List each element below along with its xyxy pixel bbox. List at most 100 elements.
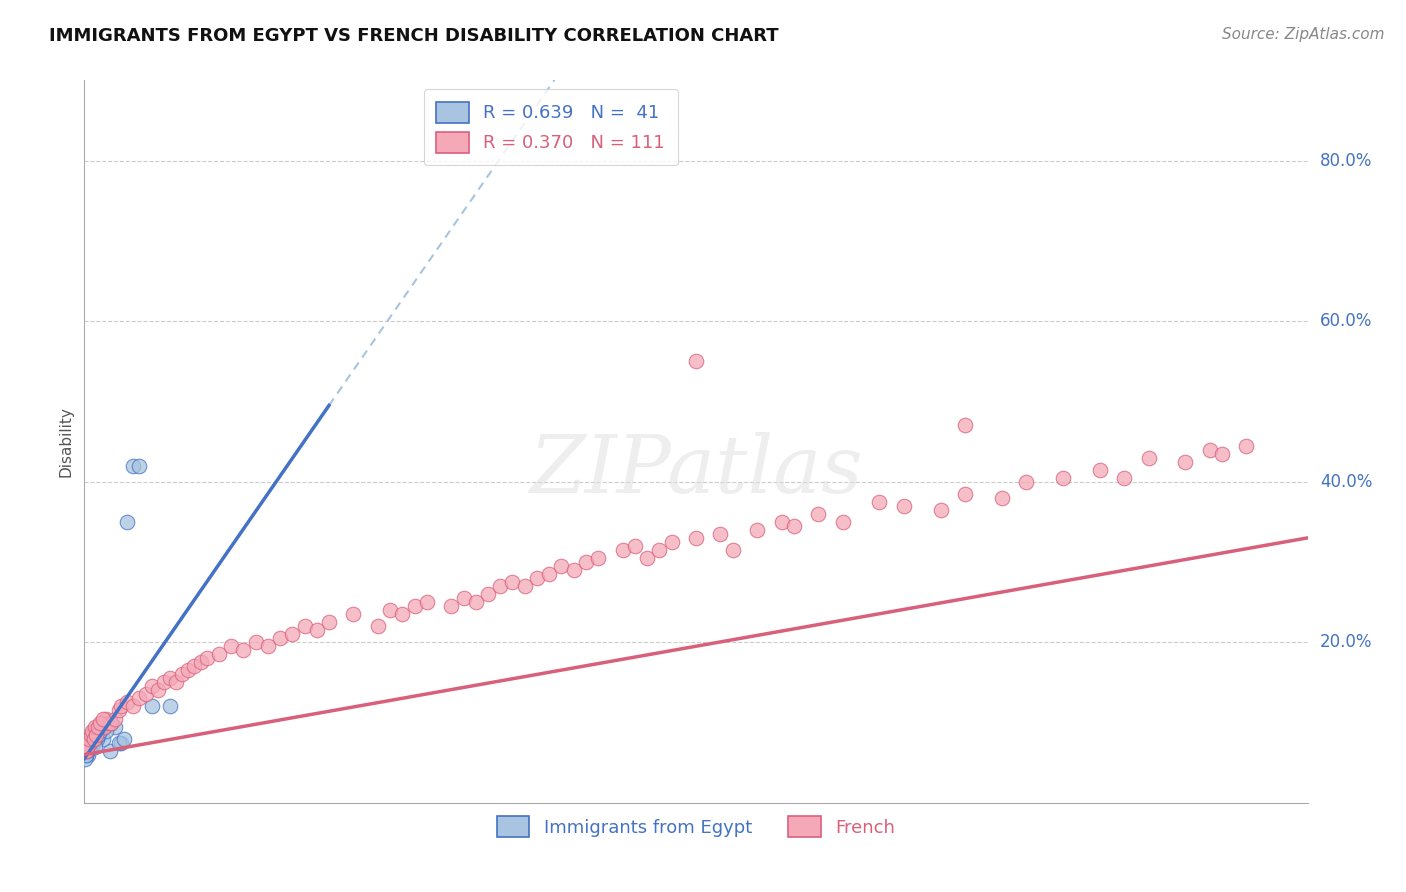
Point [104, 719, 127, 733]
Point [661, 534, 683, 549]
Text: 20.0%: 20.0% [1320, 633, 1372, 651]
Point [90, 719, 112, 733]
Point [75, 744, 97, 758]
Point [648, 542, 671, 557]
Point [91, 712, 114, 726]
Point [128, 458, 150, 473]
Point [245, 635, 267, 649]
Point [79, 735, 101, 749]
Point [77, 735, 100, 749]
Point [76, 744, 98, 758]
Point [83, 723, 105, 738]
Point [80, 735, 103, 749]
Point [82, 723, 104, 738]
Point [440, 599, 463, 614]
Point [110, 699, 132, 714]
Point [135, 687, 157, 701]
Y-axis label: Disability: Disability [58, 406, 73, 477]
Point [76, 739, 98, 754]
Point [107, 735, 129, 749]
Point [87, 728, 110, 742]
Point [89, 723, 111, 738]
Point [526, 571, 548, 585]
Point [1114, 470, 1136, 484]
Point [177, 664, 200, 678]
Point [76, 739, 98, 754]
Point [77, 735, 100, 749]
Point [869, 494, 891, 508]
Point [82, 731, 104, 746]
Point [747, 523, 769, 537]
Point [100, 715, 122, 730]
Point [929, 502, 952, 516]
Point [513, 579, 536, 593]
Point [86, 731, 108, 746]
Point [83, 719, 105, 733]
Point [269, 632, 291, 646]
Legend: Immigrants from Egypt, French: Immigrants from Egypt, French [489, 809, 903, 845]
Point [257, 639, 280, 653]
Point [90, 715, 112, 730]
Point [83, 728, 105, 742]
Point [107, 703, 129, 717]
Point [91, 731, 114, 746]
Point [195, 651, 218, 665]
Point [75, 744, 97, 758]
Point [75, 747, 97, 762]
Point [502, 574, 524, 589]
Point [183, 659, 205, 673]
Point [75, 747, 97, 762]
Point [1052, 470, 1074, 484]
Point [721, 542, 744, 557]
Point [575, 555, 598, 569]
Point [416, 595, 439, 609]
Point [122, 699, 145, 714]
Point [294, 619, 316, 633]
Point [612, 542, 634, 557]
Point [77, 731, 100, 746]
Point [76, 744, 98, 758]
Point [489, 579, 512, 593]
Point [83, 739, 105, 754]
Point [96, 712, 118, 726]
Point [128, 691, 150, 706]
Point [80, 728, 103, 742]
Text: 40.0%: 40.0% [1320, 473, 1372, 491]
Point [172, 667, 194, 681]
Point [79, 739, 101, 754]
Point [104, 712, 127, 726]
Point [709, 526, 731, 541]
Point [770, 515, 793, 529]
Point [112, 731, 135, 746]
Point [991, 491, 1014, 505]
Point [165, 675, 187, 690]
Point [84, 728, 107, 742]
Point [404, 599, 426, 614]
Point [97, 715, 120, 730]
Point [86, 723, 108, 738]
Text: IMMIGRANTS FROM EGYPT VS FRENCH DISABILITY CORRELATION CHART: IMMIGRANTS FROM EGYPT VS FRENCH DISABILI… [49, 27, 779, 45]
Point [100, 715, 122, 730]
Point [1211, 446, 1233, 460]
Point [77, 747, 100, 762]
Point [76, 744, 98, 758]
Point [219, 639, 242, 653]
Point [783, 518, 806, 533]
Point [82, 728, 104, 742]
Point [89, 715, 111, 730]
Point [367, 619, 389, 633]
Point [77, 735, 100, 749]
Point [122, 458, 145, 473]
Point [1137, 450, 1160, 465]
Point [93, 719, 115, 733]
Point [538, 567, 561, 582]
Point [1174, 454, 1197, 468]
Point [477, 587, 499, 601]
Point [146, 683, 169, 698]
Point [1236, 438, 1258, 452]
Point [305, 623, 328, 637]
Point [1088, 462, 1111, 476]
Point [1015, 475, 1038, 489]
Point [98, 744, 121, 758]
Point [550, 558, 572, 573]
